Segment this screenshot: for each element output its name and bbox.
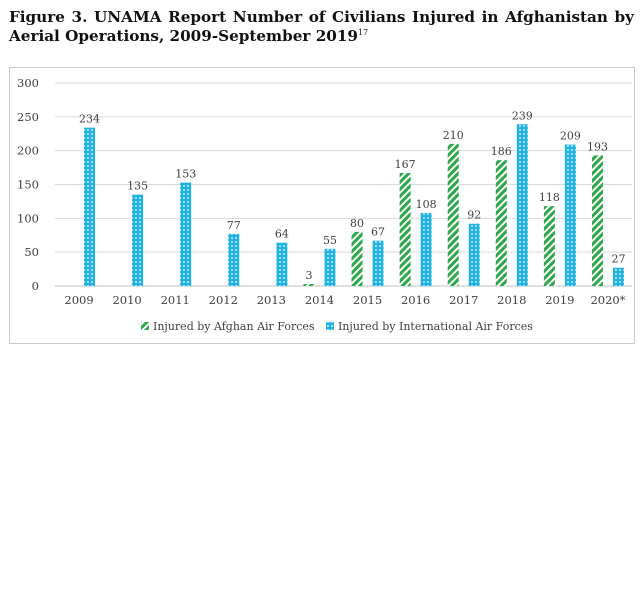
bar-afghan-2015 [351, 231, 363, 286]
data-label-international-2009: 234 [79, 113, 100, 126]
data-label-international-2012: 77 [227, 219, 241, 232]
legend-swatch-international [326, 322, 334, 330]
y-tick-label: 100 [17, 211, 39, 225]
x-tick-label: 2011 [161, 293, 190, 307]
figure-title: Figure 3. UNAMA Report Number of Civilia… [9, 8, 634, 46]
y-tick-label: 200 [17, 144, 39, 158]
bars [84, 124, 624, 286]
data-label-international-2014: 55 [323, 234, 337, 247]
x-tick-label: 2016 [401, 293, 430, 307]
bar-international-2012 [228, 233, 240, 286]
bar-international-2019 [564, 144, 576, 286]
x-tick-label: 2020* [590, 293, 625, 307]
bar-international-2018 [516, 124, 528, 286]
bar-international-2016 [420, 212, 432, 286]
x-tick-label: 2018 [497, 293, 526, 307]
data-labels: 234 135 153 77 64 3 55 80 67 167 108 210 92 186 239 118… [79, 109, 625, 282]
bar-afghan-2018 [495, 160, 507, 286]
data-label-afghan-2016: 167 [395, 158, 416, 171]
bar-international-2014 [324, 248, 336, 286]
bar-chart: 0 50 100 150 200 250 300 234 135 153 77 64 3 55 80 67 1… [17, 76, 632, 333]
bar-afghan-2017 [447, 143, 459, 286]
data-label-international-2013: 64 [275, 228, 289, 241]
bar-international-2011 [180, 182, 192, 286]
x-tick-label: 2015 [353, 293, 382, 307]
y-tick-label: 0 [32, 279, 39, 293]
y-axis-ticks: 0 50 100 150 200 250 300 [17, 76, 39, 293]
footnote-marker: 17 [357, 27, 369, 37]
x-tick-label: 2010 [112, 293, 141, 307]
legend: Injured by Afghan Air Forces Injured by … [141, 320, 533, 333]
bar-afghan-2019 [543, 206, 555, 286]
data-label-afghan-2020: 193 [587, 140, 608, 153]
chart-container: 0 50 100 150 200 250 300 234 135 153 77 64 3 55 80 67 1… [9, 67, 635, 344]
bar-international-2015 [372, 240, 384, 286]
x-tick-label: 2017 [449, 293, 478, 307]
x-tick-label: 2009 [64, 293, 93, 307]
data-label-international-2010: 135 [127, 180, 148, 193]
data-label-afghan-2015: 80 [350, 217, 364, 230]
data-label-afghan-2017: 210 [443, 129, 464, 142]
data-label-international-2017: 92 [467, 209, 481, 222]
bar-afghan-2020 [591, 155, 603, 286]
data-label-international-2016: 108 [416, 198, 437, 211]
bar-international-2020 [612, 267, 624, 286]
bar-international-2009 [84, 127, 96, 286]
legend-swatch-afghan [141, 322, 149, 330]
x-axis-ticks: 2009 2010 2011 2012 2013 2014 2015 2016 2017 2018… [64, 293, 625, 307]
y-tick-label: 50 [24, 245, 39, 259]
data-label-international-2018: 239 [512, 109, 533, 122]
y-tick-label: 250 [17, 110, 39, 124]
bar-international-2013 [276, 242, 288, 286]
bar-international-2010 [132, 194, 144, 286]
data-label-afghan-2018: 186 [491, 145, 512, 158]
data-label-international-2019: 209 [560, 130, 581, 143]
bar-international-2017 [468, 223, 480, 286]
figure-title-text: Figure 3. UNAMA Report Number of Civilia… [9, 8, 634, 45]
data-label-international-2011: 153 [175, 167, 196, 180]
gridlines [55, 82, 632, 287]
x-tick-label: 2014 [305, 293, 334, 307]
x-tick-label: 2012 [209, 293, 238, 307]
legend-label-international: Injured by International Air Forces [338, 320, 533, 333]
bar-afghan-2014 [303, 283, 315, 286]
data-label-afghan-2014: 3 [305, 269, 312, 282]
data-label-international-2015: 67 [371, 226, 385, 239]
data-label-international-2020: 27 [611, 253, 625, 266]
bar-afghan-2016 [399, 172, 411, 286]
y-tick-label: 300 [17, 76, 39, 90]
x-tick-label: 2013 [257, 293, 286, 307]
y-tick-label: 150 [17, 178, 39, 192]
x-tick-label: 2019 [545, 293, 574, 307]
legend-label-afghan: Injured by Afghan Air Forces [153, 320, 315, 333]
data-label-afghan-2019: 118 [539, 191, 560, 204]
